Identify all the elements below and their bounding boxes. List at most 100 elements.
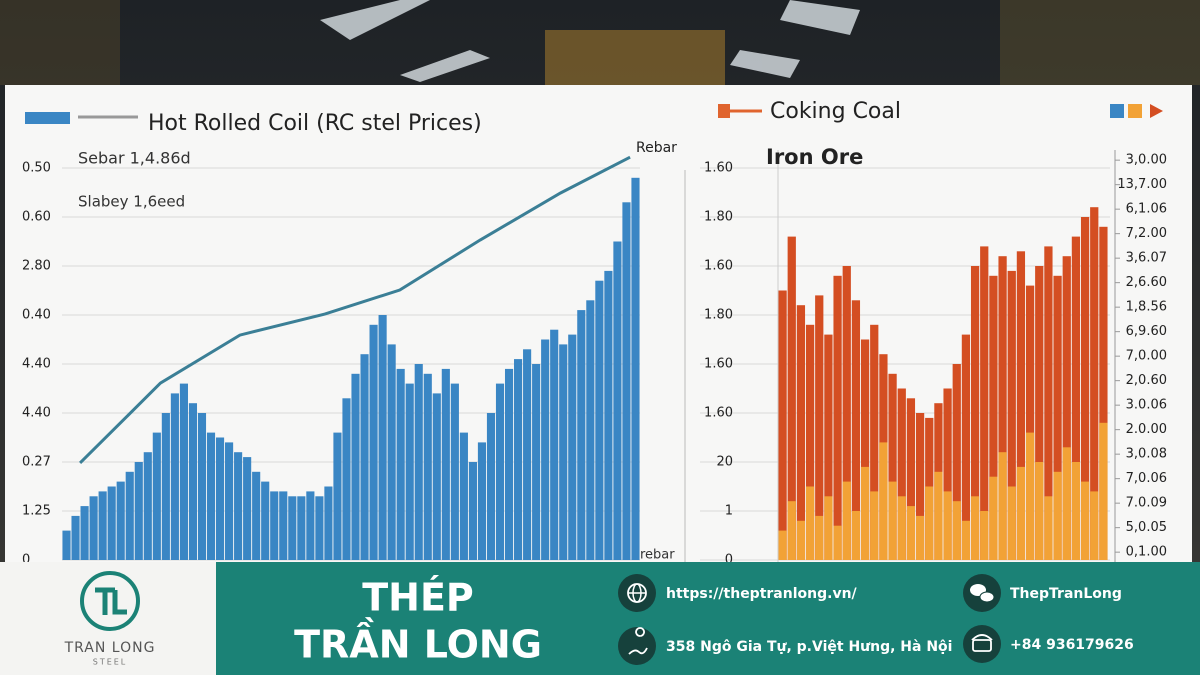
bar (414, 364, 423, 560)
phone[interactable]: +84 936179626 (1010, 637, 1134, 653)
annotation: Slabey 1,6eed (78, 193, 185, 211)
bar (989, 476, 998, 560)
logo-mark (80, 571, 140, 631)
bar (170, 393, 179, 560)
bar (934, 471, 943, 560)
bar (860, 339, 870, 560)
footer (216, 562, 1200, 675)
bar (1044, 246, 1053, 560)
bar (243, 457, 252, 560)
bar (215, 437, 225, 560)
annotation: rebar (640, 548, 675, 563)
bar (441, 368, 450, 560)
bar (468, 462, 477, 560)
bar (815, 295, 824, 560)
bar (980, 511, 989, 560)
bar (532, 364, 541, 560)
bar (62, 530, 71, 560)
bar (989, 275, 998, 560)
bar (297, 496, 306, 560)
bar (568, 334, 577, 560)
bar (360, 354, 369, 560)
bar (1044, 496, 1053, 560)
bar (378, 315, 387, 560)
brand: THÉP (362, 576, 474, 620)
logo-tagline: STEEL (93, 658, 128, 667)
bar (888, 481, 897, 560)
bar (1007, 270, 1016, 560)
bar (805, 324, 815, 560)
y2-tick-label: 7.0.09 (1126, 496, 1167, 511)
bar (787, 236, 796, 560)
bar (897, 388, 906, 560)
y-tick-label: 0 (725, 553, 733, 568)
bar (134, 462, 143, 560)
y-tick-label: 1.60 (704, 161, 733, 176)
bar (486, 413, 496, 560)
bar (952, 364, 961, 560)
bar (550, 329, 559, 560)
bar (604, 270, 613, 560)
bar (396, 368, 405, 560)
bar (613, 241, 622, 560)
bar (387, 344, 396, 560)
legend-icon (1150, 104, 1163, 118)
bar (815, 515, 824, 560)
y2-tick-label: 7,2.00 (1126, 226, 1167, 241)
bar (80, 506, 89, 560)
bar (998, 256, 1007, 560)
bar (622, 202, 631, 561)
bar (1035, 266, 1044, 560)
y2-tick-label: 1,8.56 (1126, 300, 1167, 315)
bar (897, 496, 906, 560)
bar (851, 300, 861, 560)
y2-tick-label: 2.0.00 (1126, 422, 1167, 437)
legend-swatch (718, 104, 730, 118)
bar (179, 383, 188, 560)
bar (796, 305, 806, 560)
bar (197, 413, 207, 560)
bar (432, 393, 441, 560)
bar (1053, 275, 1062, 560)
bar (369, 324, 378, 560)
bar (71, 515, 80, 560)
y-tick-label: 1.60 (704, 406, 733, 421)
bar (860, 466, 870, 560)
bar (405, 383, 414, 560)
bar (1071, 236, 1081, 560)
phone-icon (963, 625, 1001, 663)
y-tick-label: 0.40 (22, 308, 51, 323)
y-tick-label: 1.80 (704, 210, 733, 225)
bar (342, 398, 351, 560)
website[interactable]: https://theptranlong.vn/ (666, 586, 858, 602)
chart-title: Iron Ore (766, 145, 863, 169)
bar (805, 486, 815, 560)
crane (545, 30, 725, 85)
bar (631, 177, 640, 561)
bar (523, 349, 532, 560)
bar (980, 246, 989, 560)
bar (906, 398, 916, 560)
brand: TRẦN LONG (294, 618, 542, 667)
bar (152, 432, 161, 560)
hall-roof (320, 0, 860, 82)
bar (1016, 251, 1026, 561)
bar (324, 486, 333, 560)
bar (1080, 481, 1090, 560)
bar (943, 491, 952, 560)
bar (559, 344, 568, 560)
location-icon (618, 627, 656, 665)
social[interactable]: ThepTranLong (1010, 586, 1122, 602)
bar (1016, 466, 1026, 560)
bar (333, 432, 342, 560)
y-tick-label: 1.60 (704, 259, 733, 274)
bar (870, 491, 879, 560)
y-tick-label: 4.40 (22, 406, 51, 421)
bar (89, 496, 98, 560)
bar (1090, 207, 1099, 560)
beam (1000, 0, 1200, 85)
beam (0, 0, 120, 85)
y-tick-label: 0.27 (22, 455, 51, 470)
bar (915, 515, 925, 560)
